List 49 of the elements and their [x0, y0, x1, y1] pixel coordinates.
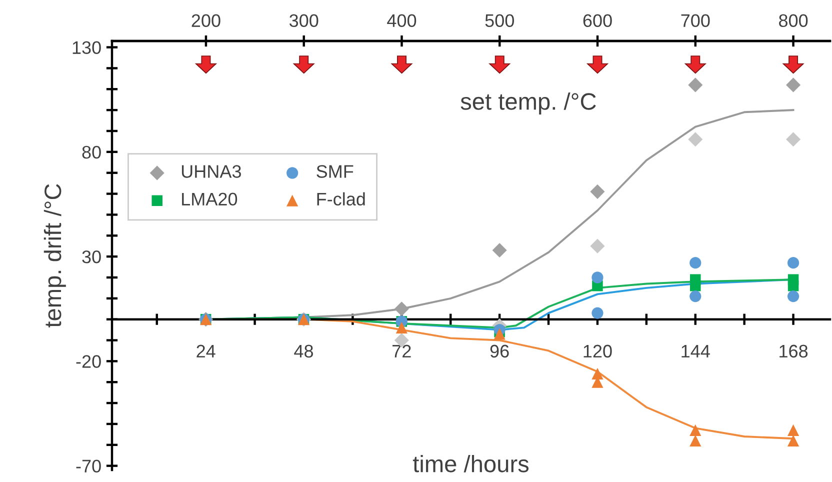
point: [394, 302, 409, 316]
y-tick-label: 130: [72, 41, 101, 54]
legend-label: SMF: [316, 165, 354, 178]
x-tick-label: 48: [294, 344, 313, 358]
y-tick-label: 30: [82, 250, 101, 264]
point: [690, 290, 702, 302]
point: [787, 434, 800, 447]
point: [494, 328, 506, 340]
x2-axis-title: set temp. /°C: [460, 92, 596, 115]
x-tick-label: 144: [682, 344, 710, 358]
x-tick-label: 168: [780, 344, 808, 358]
point: [787, 257, 800, 269]
point: [396, 322, 408, 334]
point: [592, 272, 604, 284]
legend-label: F-clad: [317, 192, 365, 206]
x2-tick-label: 800: [779, 14, 808, 28]
y-tick-label: 80: [82, 146, 101, 159]
x2-tick-label: 600: [583, 14, 612, 28]
x2-tick-label: 300: [289, 14, 318, 28]
point: [688, 132, 703, 147]
legend-label: LMA20: [182, 192, 238, 206]
x-tick-label: 96: [490, 344, 509, 358]
point: [592, 307, 604, 319]
point: [787, 290, 800, 302]
x2-tick-label: 400: [387, 14, 416, 28]
point: [592, 368, 604, 380]
point: [590, 238, 605, 254]
point: [690, 424, 702, 436]
y-tick-label: -20: [76, 355, 101, 368]
point: [786, 132, 801, 147]
legend-label: UHNA3: [182, 165, 241, 178]
point: [786, 78, 801, 92]
x-tick-label: 72: [392, 344, 411, 358]
point: [690, 280, 701, 292]
x-tick-label: 120: [584, 344, 612, 358]
x-tick-label: 24: [196, 344, 216, 358]
y-tick-label: -70: [76, 460, 101, 473]
point: [787, 424, 800, 436]
point: [788, 280, 799, 292]
point: [690, 257, 702, 269]
x2-tick-label: 500: [485, 14, 514, 28]
y-axis-title: temp. drift /°C: [44, 184, 66, 328]
x-axis-title: time /hours: [412, 454, 529, 472]
point: [688, 78, 703, 92]
point: [690, 434, 702, 447]
x2-tick-label: 700: [681, 14, 710, 28]
point: [590, 184, 605, 199]
x2-tick-label: 200: [192, 14, 220, 28]
point: [492, 242, 507, 258]
